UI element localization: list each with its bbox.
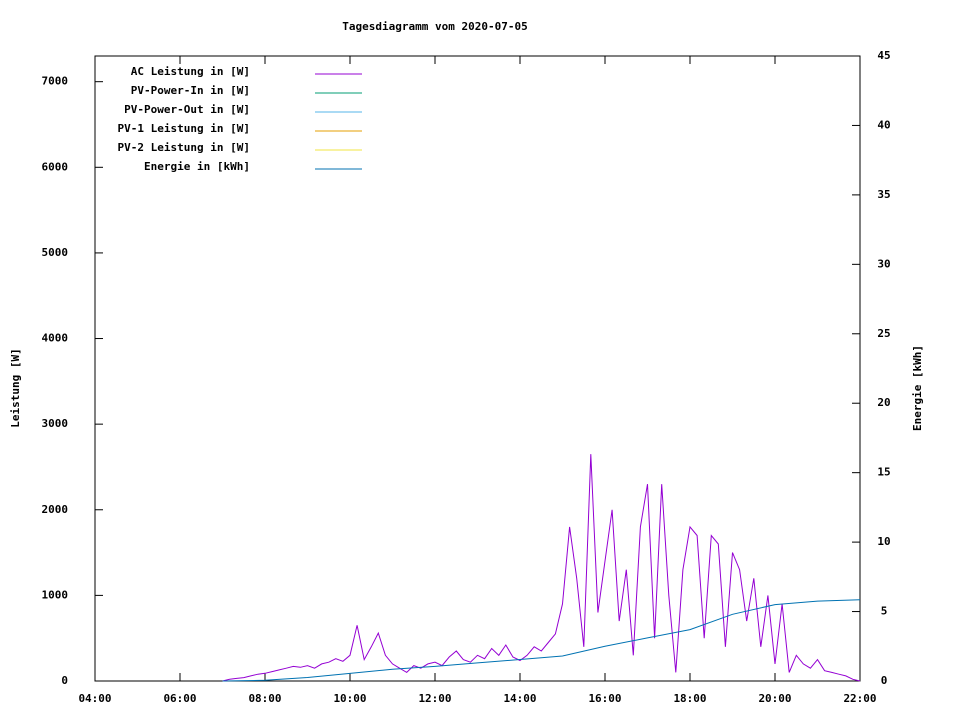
x-tick-label: 22:00 [843,692,876,705]
x-tick-label: 08:00 [248,692,281,705]
legend-label: AC Leistung in [W] [131,65,250,78]
series-line [222,599,861,682]
y2-axis-label: Energie [kWh] [911,345,924,431]
y2-tick-label: 10 [877,535,890,548]
y-tick-label: 5000 [42,246,69,259]
y-tick-label: 2000 [42,503,69,516]
series-line [222,454,861,682]
y-axis-label: Leistung [W] [9,348,22,427]
x-tick-label: 18:00 [673,692,706,705]
x-tick-label: 12:00 [418,692,451,705]
y2-tick-label: 0 [881,674,888,687]
y-tick-label: 4000 [42,332,69,345]
x-tick-label: 20:00 [758,692,791,705]
plot-border [94,55,861,682]
x-tick-label: 14:00 [503,692,536,705]
y2-tick-label: 40 [877,118,890,131]
legend-label: Energie in [kWh] [144,160,250,173]
y-tick-label: 7000 [42,75,69,88]
legend-label: PV-Power-Out in [W] [124,103,250,116]
y2-tick-label: 25 [877,327,890,340]
legend-label: PV-Power-In in [W] [131,84,250,97]
y2-tick-label: 30 [877,257,890,270]
y2-tick-label: 45 [877,49,890,62]
y-tick-label: 3000 [42,417,69,430]
y-tick-label: 1000 [42,588,69,601]
legend-label: PV-1 Leistung in [W] [118,122,250,135]
y2-tick-label: 5 [881,605,888,618]
x-tick-label: 16:00 [588,692,621,705]
y-tick-label: 0 [61,674,68,687]
y-tick-label: 6000 [42,160,69,173]
x-tick-label: 06:00 [163,692,196,705]
legend-label: PV-2 Leistung in [W] [118,141,250,154]
y2-tick-label: 35 [877,188,890,201]
x-tick-label: 10:00 [333,692,366,705]
chart-title: Tagesdiagramm vom 2020-07-05 [342,20,527,33]
y2-tick-label: 15 [877,466,890,479]
y2-tick-label: 20 [877,396,890,409]
x-tick-label: 04:00 [78,692,111,705]
